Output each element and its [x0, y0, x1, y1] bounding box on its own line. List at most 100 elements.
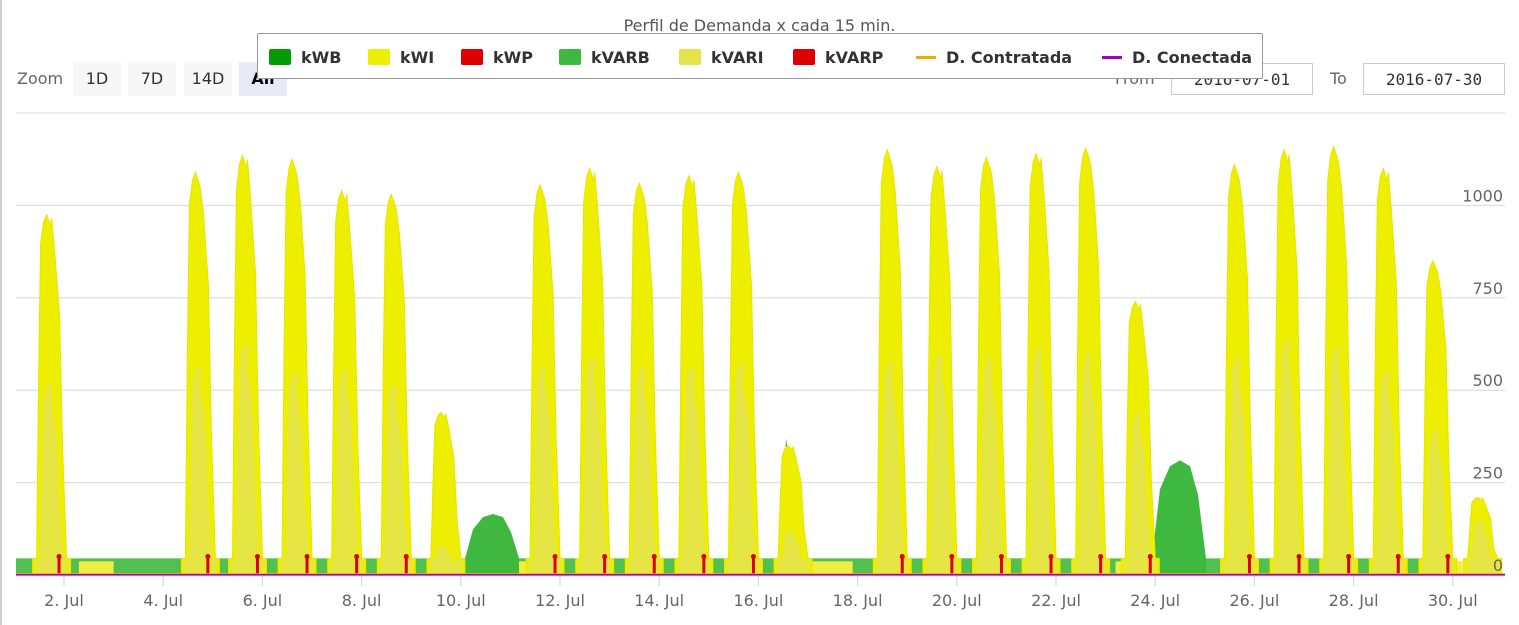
kvarp-marker: [1395, 554, 1401, 560]
kvari-area: [1421, 429, 1454, 575]
kvari-area: [777, 530, 810, 575]
reference-lines: [16, 573, 1505, 576]
kvari-area: [1322, 345, 1355, 575]
x-tick-label: 22. Jul: [1031, 591, 1081, 610]
kvarp-marker: [354, 554, 360, 560]
kvari-area: [578, 356, 611, 575]
zoom-1d-button[interactable]: 1D: [73, 62, 121, 96]
y-tick-label: 250: [1472, 464, 1503, 483]
kwp-marker: [999, 556, 1003, 575]
legend-item-d-contratada[interactable]: D. Contratada: [916, 46, 1072, 68]
legend-swatch-kwb: [269, 49, 291, 65]
to-label: To: [1330, 69, 1347, 88]
kvari-area: [429, 545, 462, 575]
kvarb-weekend-area: [465, 514, 520, 575]
kvarp-marker: [1445, 554, 1451, 560]
x-tick-label: 24. Jul: [1130, 591, 1180, 610]
kvari-area: [876, 360, 909, 575]
x-tick-label: 28. Jul: [1329, 591, 1379, 610]
x-tick-label: 6. Jul: [243, 591, 283, 610]
kvarp-marker: [1147, 554, 1153, 560]
legend-item-kvarb[interactable]: kVARB: [559, 46, 650, 68]
kwp-marker: [603, 556, 607, 575]
kvari-area: [925, 353, 958, 575]
kwp-marker: [1297, 556, 1301, 575]
y-tick-label: 750: [1472, 279, 1503, 298]
legend-item-kwb[interactable]: kWB: [269, 46, 341, 68]
legend-swatch-d-conectada: [1102, 55, 1122, 59]
kvari-area: [975, 356, 1008, 575]
kvarp-marker: [56, 554, 62, 560]
kwp-marker: [1446, 556, 1450, 575]
legend-label: kVARI: [711, 47, 764, 67]
kvari-area: [281, 371, 314, 575]
legend-item-kwi[interactable]: kWI: [368, 46, 434, 68]
kvari-area: [727, 362, 760, 575]
y-axis: 0 250 500 750 1000: [1462, 186, 1503, 575]
kwp-marker: [702, 556, 706, 575]
legend-label: kVARB: [591, 47, 650, 67]
kwi-baseline-area: [803, 561, 853, 575]
x-tick-label: 16. Jul: [733, 591, 783, 610]
kvarp-marker: [1296, 554, 1302, 560]
kwi-area: [426, 411, 466, 576]
kvari-area: [330, 368, 363, 575]
x-tick-label: 4. Jul: [143, 591, 183, 610]
kvari-area: [677, 366, 710, 575]
x-axis: 2. Jul 4. Jul 6. Jul 8. Jul 10. Jul 12. Jul 14…: [16, 575, 1505, 610]
kvarp-marker: [899, 554, 905, 560]
kvarb-weekend-area: [1152, 460, 1206, 575]
chart-frame-edge: [0, 0, 2, 625]
kwp-marker: [1049, 556, 1053, 575]
legend-swatch-kvari: [679, 49, 701, 65]
kvarp-marker: [552, 554, 558, 560]
kvarp-marker: [949, 554, 955, 560]
kwi-baseline-area: [78, 561, 114, 575]
kwp-marker: [206, 556, 210, 575]
chart-title: Perfil de Demanda x cada 15 min.: [623, 16, 896, 35]
kwp-marker: [751, 556, 755, 575]
legend-label: kWB: [301, 47, 342, 67]
kwp-marker: [1099, 556, 1103, 575]
kwp-marker: [305, 556, 309, 575]
zoom-14d-button[interactable]: 14D: [184, 62, 232, 96]
kvari-area: [1074, 351, 1107, 575]
legend-label: kWI: [400, 47, 435, 67]
to-date-input[interactable]: [1363, 63, 1505, 95]
kvarp-marker: [998, 554, 1004, 560]
x-tick-label: 8. Jul: [342, 591, 382, 610]
y-tick-label: 1000: [1462, 186, 1503, 205]
x-tick-label: 12. Jul: [535, 591, 585, 610]
kvari-area: [1124, 412, 1157, 575]
kwp-marker: [404, 556, 408, 575]
legend-swatch-kwi: [368, 49, 390, 65]
kvarp-marker: [602, 554, 608, 560]
kvarp-marker: [1246, 554, 1252, 560]
kvari-area: [35, 382, 68, 575]
kvarp-marker: [651, 554, 657, 560]
legend-label: D. Contratada: [946, 47, 1073, 67]
legend-label: kVARP: [825, 47, 884, 67]
series-areas: [16, 144, 1503, 576]
kvarp-marker: [1048, 554, 1054, 560]
kvari-area: [380, 384, 413, 575]
legend-item-kvarp[interactable]: kVARP: [793, 46, 883, 68]
legend-item-d-conectada[interactable]: D. Conectada: [1102, 46, 1252, 68]
y-tick-label: 0: [1493, 556, 1503, 575]
zoom-7d-button[interactable]: 7D: [128, 62, 176, 96]
legend-item-kvari[interactable]: kVARI: [679, 46, 764, 68]
x-tick-label: 20. Jul: [932, 591, 982, 610]
x-tick-label: 10. Jul: [436, 591, 486, 610]
chart-legend: kWB kWI kWP kVARB kVARI kVARP D. Contrat…: [257, 33, 1263, 79]
kwi-area: [773, 444, 813, 576]
kvari-area: [628, 366, 661, 575]
legend-item-kwp[interactable]: kWP: [461, 46, 533, 68]
kvarp-marker: [254, 554, 260, 560]
kvarp-marker: [701, 554, 707, 560]
kvari-area: [231, 342, 264, 575]
x-tick-label: 2. Jul: [44, 591, 84, 610]
legend-swatch-kwp: [461, 49, 483, 65]
kwp-marker: [1247, 556, 1251, 575]
x-tick-label: 14. Jul: [634, 591, 684, 610]
